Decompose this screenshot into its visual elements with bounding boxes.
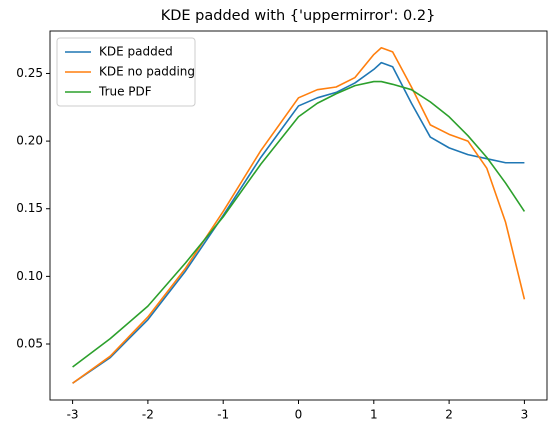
x-tick-label: 0 (295, 408, 303, 422)
axes-frame (49, 30, 548, 401)
x-tick-label: 3 (521, 408, 529, 422)
y-tick-label: 0.20 (16, 134, 43, 148)
line-series (72, 61, 525, 384)
x-tick-label: 1 (370, 408, 378, 422)
x-tick-label: -2 (142, 408, 154, 422)
line-series (72, 46, 526, 384)
x-tick-label: -1 (217, 408, 229, 422)
y-tick-label: 0.15 (16, 201, 43, 215)
line-series (72, 80, 526, 368)
chart-title: KDE padded with {'uppermirror': 0.2} (161, 8, 436, 24)
legend-label: KDE no padding (99, 65, 195, 79)
y-tick-label: 0.10 (16, 269, 43, 283)
legend-label: True PDF (98, 85, 152, 99)
legend: KDE padded KDE no padding True PDF (56, 37, 196, 107)
y-tick-label: 0.25 (16, 66, 43, 80)
legend-label: KDE padded (99, 45, 173, 59)
legend-box (56, 37, 196, 107)
y-tick-label: 0.05 (16, 337, 43, 351)
x-tick-label: -3 (67, 408, 79, 422)
x-tick-label: 2 (445, 408, 453, 422)
